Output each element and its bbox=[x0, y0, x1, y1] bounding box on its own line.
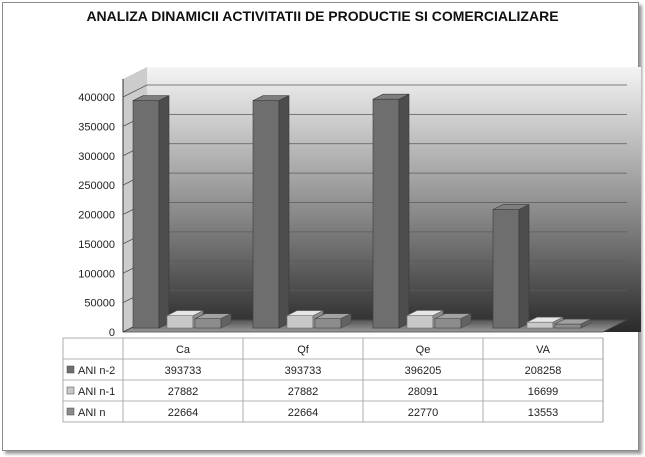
y-tick-label: 150000 bbox=[78, 239, 115, 251]
bar-Qf-ANI-n-1 bbox=[286, 315, 314, 329]
bar-top bbox=[406, 310, 444, 316]
data-label: 13553 bbox=[528, 407, 559, 419]
data-label: 22664 bbox=[168, 407, 199, 419]
y-tick-label: 350000 bbox=[78, 121, 115, 133]
bar-top bbox=[434, 313, 472, 319]
bar-top bbox=[554, 318, 592, 325]
category-label: Ca bbox=[176, 344, 191, 356]
bar-VA-ANI-n-1 bbox=[526, 321, 554, 329]
legend-key bbox=[66, 407, 75, 416]
bar-top bbox=[252, 95, 290, 101]
bar-top bbox=[492, 204, 530, 210]
bar-top bbox=[372, 93, 410, 100]
y-tick-label: 200000 bbox=[78, 210, 115, 222]
bar-VA-ANI-n bbox=[554, 323, 582, 329]
legend-label: ANI n-2 bbox=[78, 365, 115, 377]
data-label: 393733 bbox=[285, 365, 322, 377]
chart-title: ANALIZA DINAMICII ACTIVITATII DE PRODUCT… bbox=[86, 8, 559, 24]
data-label: 28091 bbox=[408, 386, 439, 398]
bar-side bbox=[158, 95, 170, 329]
bar-top bbox=[314, 313, 352, 319]
bar-top bbox=[526, 316, 564, 323]
y-tick-label: 50000 bbox=[84, 298, 115, 310]
legend-key bbox=[66, 386, 75, 395]
bar-top bbox=[166, 310, 204, 316]
bar-Qe-ANI-n-2 bbox=[372, 98, 400, 329]
bar-top bbox=[286, 310, 324, 316]
bar-Qe-ANI-n bbox=[434, 318, 462, 329]
y-tick-label: 300000 bbox=[78, 151, 115, 163]
y-tick-label: 0 bbox=[109, 327, 115, 339]
bar-Ca-ANI-n-1 bbox=[166, 315, 194, 329]
gridline bbox=[122, 84, 627, 98]
legend-label: ANI n-1 bbox=[78, 386, 115, 398]
y-tick-label: 250000 bbox=[78, 180, 115, 192]
data-label: 22770 bbox=[408, 407, 439, 419]
bar-side bbox=[278, 95, 290, 329]
data-label: 27882 bbox=[168, 386, 199, 398]
bar-Qf-ANI-n-2 bbox=[252, 100, 280, 329]
bar-Qf-ANI-n bbox=[314, 318, 342, 329]
bar-VA-ANI-n-2 bbox=[492, 209, 520, 329]
bar-top bbox=[194, 313, 232, 319]
data-label: 393733 bbox=[165, 365, 202, 377]
bar-side bbox=[518, 204, 530, 329]
category-label: Qe bbox=[416, 344, 431, 356]
bar-Qe-ANI-n-1 bbox=[406, 315, 434, 329]
category-label: VA bbox=[536, 344, 551, 356]
bar-side bbox=[398, 93, 410, 329]
data-label: 208258 bbox=[525, 365, 562, 377]
data-label: 27882 bbox=[288, 386, 319, 398]
y-tick-label: 400000 bbox=[78, 92, 115, 104]
legend-label: ANI n bbox=[78, 407, 106, 419]
legend-key bbox=[66, 365, 75, 374]
bar-top bbox=[132, 95, 170, 101]
bar-Ca-ANI-n-2 bbox=[132, 100, 160, 329]
data-label: 22664 bbox=[288, 407, 319, 419]
y-tick-label: 100000 bbox=[78, 268, 115, 280]
data-label: 16699 bbox=[528, 386, 559, 398]
category-label: Qf bbox=[297, 344, 310, 356]
data-label: 396205 bbox=[405, 365, 442, 377]
bar-Ca-ANI-n bbox=[194, 318, 222, 329]
